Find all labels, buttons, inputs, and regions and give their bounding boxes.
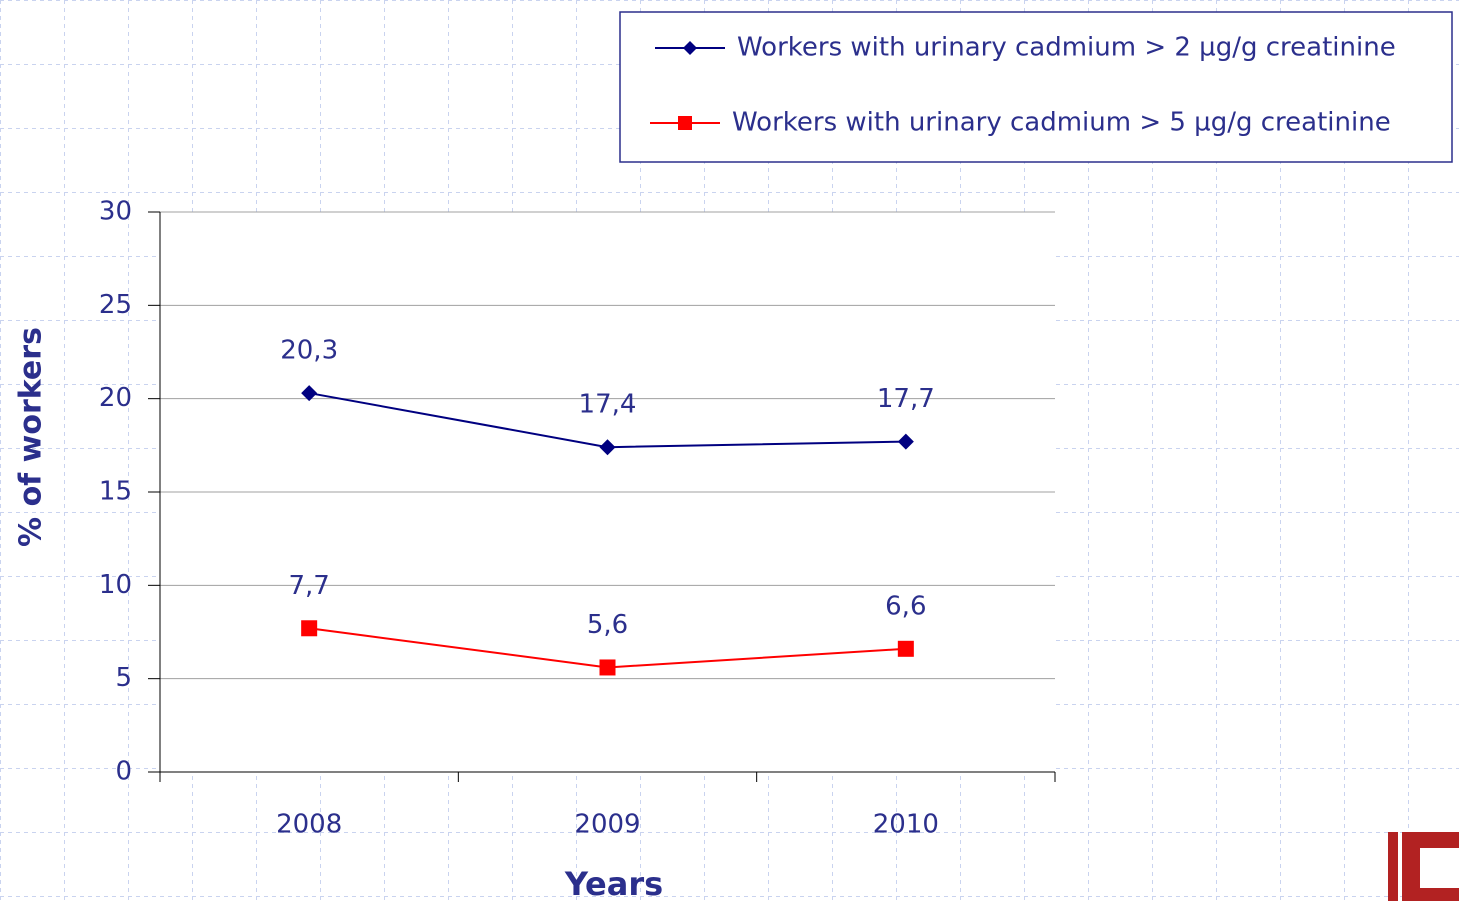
y-tick-label: 0 xyxy=(115,757,132,787)
y-tick-label: 15 xyxy=(99,477,132,507)
y-tick-label: 20 xyxy=(99,383,132,413)
logo xyxy=(1388,832,1459,901)
data-point xyxy=(301,620,318,637)
legend-label: Workers with urinary cadmium > 5 µg/g cr… xyxy=(732,108,1391,138)
data-point xyxy=(301,385,318,402)
data-label: 20,3 xyxy=(280,336,338,366)
data-point xyxy=(897,640,914,657)
data-point xyxy=(897,433,914,450)
data-label: 17,7 xyxy=(877,384,935,414)
y-tick-label: 5 xyxy=(115,663,132,693)
y-tick-label: 10 xyxy=(99,570,132,600)
y-tick-label: 30 xyxy=(99,197,132,227)
x-tick-label: 2008 xyxy=(276,810,342,840)
data-point xyxy=(599,659,616,676)
x-tick-label: 2009 xyxy=(574,810,640,840)
data-label: 6,6 xyxy=(885,591,926,621)
y-tick-label: 25 xyxy=(99,290,132,320)
legend-box xyxy=(619,11,1453,163)
data-label: 7,7 xyxy=(288,571,329,601)
legend-marker xyxy=(683,41,697,55)
data-label: 17,4 xyxy=(579,390,637,420)
x-tick-label: 2010 xyxy=(873,810,939,840)
y-axis-title: % of workers xyxy=(14,327,49,547)
data-label: 5,6 xyxy=(587,610,628,640)
legend-label: Workers with urinary cadmium > 2 µg/g cr… xyxy=(737,33,1396,63)
legend-marker xyxy=(678,116,692,130)
data-point xyxy=(599,439,616,456)
x-axis-title: Years xyxy=(564,865,663,901)
